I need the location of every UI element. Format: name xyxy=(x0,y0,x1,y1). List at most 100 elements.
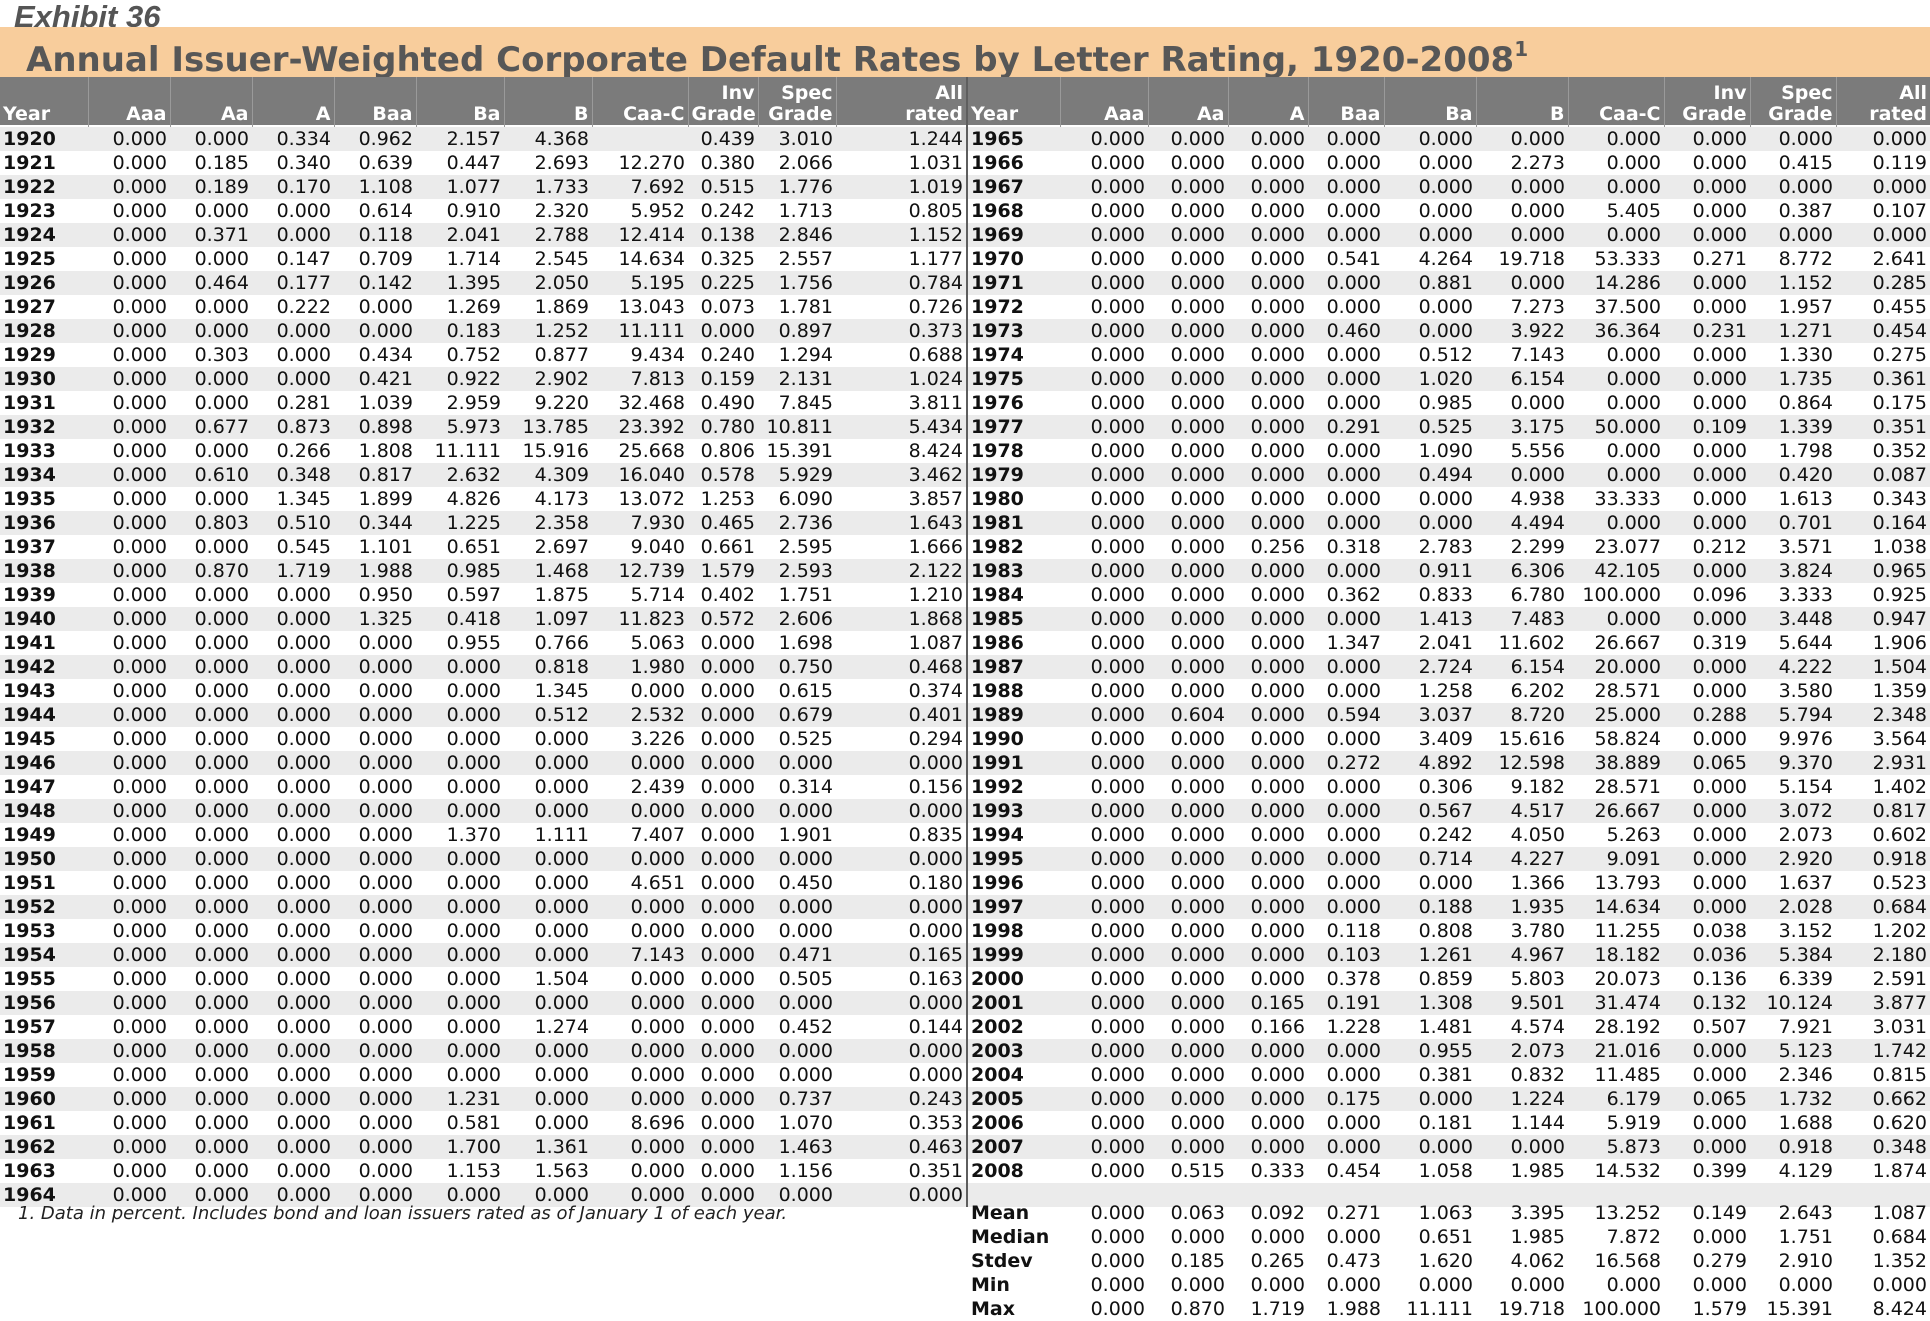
rate-cell: 0.000 xyxy=(592,1039,688,1063)
rate-cell: 0.000 xyxy=(252,847,334,871)
rate-cell: 2.439 xyxy=(592,775,688,799)
rate-cell: 0.156 xyxy=(836,775,966,799)
rate-cell: 0.818 xyxy=(504,655,592,679)
rate-cell: 13.252 xyxy=(1594,1202,1661,1224)
column-header-label: Baa xyxy=(372,103,413,125)
rate-cell: 0.000 xyxy=(1308,679,1384,703)
rate-cell: 0.000 xyxy=(1060,967,1148,991)
rate-cell: 0.000 xyxy=(1148,1087,1228,1111)
rate-cell: 0.000 xyxy=(1228,247,1308,271)
rate-cell: 7.813 xyxy=(592,367,688,391)
row-label: 1985 xyxy=(968,607,1060,631)
rate-cell: 1.359 xyxy=(1836,679,1930,703)
rate-cell: 0.000 xyxy=(1148,487,1228,511)
rate-cell: 0.465 xyxy=(688,511,758,535)
rate-cell: 0.000 xyxy=(1308,1111,1384,1135)
rate-cell: 0.505 xyxy=(758,967,836,991)
rate-cell: 7.692 xyxy=(592,175,688,199)
rate-cell: 4.309 xyxy=(504,463,592,487)
rate-cell: 1.563 xyxy=(504,1159,592,1183)
rate-cell: 0.000 xyxy=(1060,271,1148,295)
rate-cell: 9.434 xyxy=(592,343,688,367)
rate-cell: 1.901 xyxy=(758,823,836,847)
rate-cell: 0.000 xyxy=(252,727,334,751)
rate-cell: 0.000 xyxy=(1060,871,1148,895)
rate-cell: 0.000 xyxy=(1476,271,1568,295)
rate-cell: 0.000 xyxy=(1778,1274,1833,1296)
table-row: 1953 0.000 0.000 0.000 0.000 0.000 0.000 0.000 0… xyxy=(0,919,966,943)
rate-cell: 0.212 xyxy=(1664,535,1750,559)
rate-cell: 0.000 xyxy=(88,607,170,631)
column-header-label: Grade xyxy=(1682,103,1747,125)
rate-cell: 0.000 xyxy=(758,919,836,943)
rate-cell: 0.373 xyxy=(836,319,966,343)
row-label: 1999 xyxy=(968,943,1060,967)
rate-cell: 0.000 xyxy=(1308,295,1384,319)
table-row: 1986 0.000 0.000 0.000 1.347 2.041 11.602 26.66… xyxy=(968,631,1930,655)
column-header-label: Aaa xyxy=(1104,103,1145,125)
rate-cell: 0.833 xyxy=(1384,583,1476,607)
row-label: 1975 xyxy=(968,367,1060,391)
rate-cell: 0.063 xyxy=(1170,1202,1225,1224)
rate-cell: 0.000 xyxy=(1148,607,1228,631)
rate-cell: 0.000 xyxy=(1170,1274,1225,1296)
rate-cell: 0.000 xyxy=(1308,1135,1384,1159)
rate-cell: 0.000 xyxy=(88,439,170,463)
rate-cell: 0.036 xyxy=(1664,943,1750,967)
rate-cell: 5.063 xyxy=(592,631,688,655)
rate-cell: 0.000 xyxy=(1384,295,1476,319)
default-rates-table-left: Year Aaa Aa A Baa Ba B Caa-C Inv Grade Spec Grade Al… xyxy=(0,77,966,1207)
rate-cell: 0.000 xyxy=(688,727,758,751)
rate-cell: 0.000 xyxy=(416,895,504,919)
rate-cell: 0.000 xyxy=(1148,535,1228,559)
rate-cell: 0.000 xyxy=(1308,871,1384,895)
rate-cell: 0.684 xyxy=(1872,1226,1927,1248)
rate-cell: 0.985 xyxy=(1384,391,1476,415)
rate-cell: 0.000 xyxy=(1664,367,1750,391)
rate-cell: 0.000 xyxy=(758,751,836,775)
rate-cell: 3.037 xyxy=(1384,703,1476,727)
rate-cell: 0.000 xyxy=(504,895,592,919)
stats-row: Max 0.000 0.870 1.719 1.988 11.111 19.718 100.0… xyxy=(968,1297,1930,1321)
rate-cell: 3.072 xyxy=(1750,799,1836,823)
table-row: 1928 0.000 0.000 0.000 0.000 0.183 1.252 11.111… xyxy=(0,319,966,343)
rate-cell: 3.571 xyxy=(1750,535,1836,559)
rate-cell: 0.780 xyxy=(688,415,758,439)
rate-cell: 0.000 xyxy=(1060,1015,1148,1039)
rate-cell: 0.000 xyxy=(1228,679,1308,703)
rate-cell: 0.000 xyxy=(170,1135,252,1159)
rate-cell: 1.347 xyxy=(1308,631,1384,655)
row-label: 1947 xyxy=(0,775,88,799)
rate-cell: 1.152 xyxy=(836,223,966,247)
rate-cell: 5.195 xyxy=(592,271,688,295)
rate-cell: 0.662 xyxy=(1836,1087,1930,1111)
rate-cell: 0.000 xyxy=(170,1183,252,1207)
rate-cell: 0.000 xyxy=(1060,559,1148,583)
rate-cell: 0.000 xyxy=(1090,1250,1145,1272)
rate-cell: 0.000 xyxy=(688,1039,758,1063)
rate-cell: 0.965 xyxy=(1836,559,1930,583)
rate-cell: 0.000 xyxy=(334,1183,416,1207)
row-label: 1977 xyxy=(968,415,1060,439)
table-row: 1937 0.000 0.000 0.545 1.101 0.651 2.697 9.040 0… xyxy=(0,535,966,559)
rate-cell: 0.000 xyxy=(836,1063,966,1087)
rate-cell: 11.111 xyxy=(416,439,504,463)
rate-cell: 1.719 xyxy=(252,559,334,583)
rate-cell: 5.973 xyxy=(416,415,504,439)
rate-cell: 0.684 xyxy=(1836,895,1930,919)
rate-cell: 0.000 xyxy=(1664,271,1750,295)
rate-cell: 0.000 xyxy=(688,1063,758,1087)
table-row: 2006 0.000 0.000 0.000 0.000 0.181 1.144 5.919 0… xyxy=(968,1111,1930,1135)
row-label: 1990 xyxy=(968,727,1060,751)
rate-cell: 0.507 xyxy=(1664,1015,1750,1039)
rate-cell xyxy=(1836,1183,1930,1207)
rate-cell: 0.000 xyxy=(1664,487,1750,511)
column-header-label: Grade xyxy=(691,103,756,125)
column-header: Inv Grade xyxy=(688,77,759,127)
rate-cell: 4.938 xyxy=(1476,487,1568,511)
rate-cell: 1.713 xyxy=(758,199,836,223)
rate-cell: 0.000 xyxy=(1476,463,1568,487)
table-row: 1950 0.000 0.000 0.000 0.000 0.000 0.000 0.000 0… xyxy=(0,847,966,871)
rate-cell: 0.000 xyxy=(252,1135,334,1159)
rate-cell: 0.000 xyxy=(170,199,252,223)
